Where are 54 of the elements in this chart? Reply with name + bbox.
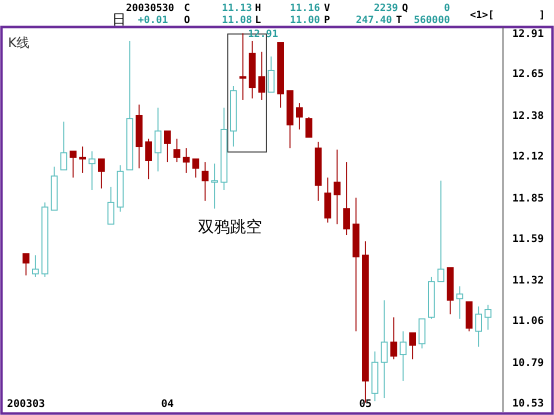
text: 11.16 [290, 3, 320, 14]
y-tick-label: 12.12 [512, 150, 544, 163]
candlestick [258, 51, 266, 100]
candlestick [182, 148, 190, 174]
text: ] [538, 10, 545, 21]
y-tick-label: 12.38 [512, 110, 544, 122]
y-tick-label: 11.59 [512, 232, 544, 245]
x-tick-label: 05 [359, 398, 372, 410]
candlestick [248, 40, 256, 99]
candlestick [136, 104, 143, 169]
annotation: K线 [8, 36, 30, 51]
candlestick [88, 150, 96, 191]
candlestick [154, 107, 162, 172]
candlestick [79, 146, 86, 174]
y-tick-label: 10.79 [512, 357, 544, 369]
candlestick [202, 162, 209, 202]
candlestick [456, 286, 464, 320]
candlestick [371, 350, 378, 402]
text: 11.00 [290, 15, 320, 26]
text: +0.01 [138, 15, 168, 26]
candlestick [334, 149, 341, 225]
text: 560000 [414, 15, 450, 26]
annotation: 日 [112, 12, 126, 28]
candlestick [400, 330, 407, 382]
text: 2239 [374, 3, 398, 14]
y-tick-label: 12.65 [512, 68, 544, 80]
text: Q [402, 3, 408, 14]
text: 247.40 [356, 15, 392, 26]
text: P [324, 15, 330, 26]
text: 0 [444, 3, 450, 14]
text: O [184, 15, 190, 26]
text: L [255, 15, 262, 26]
text: <1>[ [470, 10, 494, 21]
y-tick-label: 10.53 [512, 397, 544, 410]
candlestick [239, 32, 246, 100]
x-tick-label: 200303 [7, 398, 45, 410]
text: C [184, 3, 190, 14]
y-tick-label: 11.06 [512, 315, 544, 328]
candlestick [380, 300, 388, 399]
text: 11.08 [222, 15, 252, 26]
candlestick [352, 197, 360, 332]
annotation: 双鸦跳空 [198, 217, 262, 236]
x-tick-label: 04 [161, 398, 174, 410]
candlestick [220, 107, 228, 191]
text: 11.13 [222, 3, 252, 14]
y-tick-label: 11.32 [512, 274, 544, 287]
text: T [396, 15, 402, 26]
candlestick [475, 306, 482, 348]
text: H [255, 3, 262, 14]
y-tick-label: 12.91 [512, 28, 544, 40]
candlestick [211, 163, 218, 210]
y-tick-label: 11.85 [512, 192, 544, 204]
text: 20030530 [126, 3, 174, 14]
text: V [324, 3, 330, 14]
